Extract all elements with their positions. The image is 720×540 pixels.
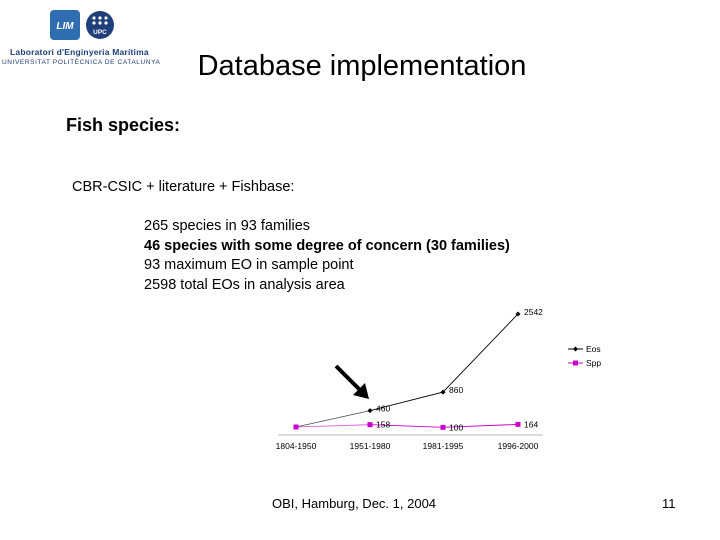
logo-subtitle: UNIVERSITAT POLITÈCNICA DE CATALUNYA — [2, 59, 161, 66]
page-number: 11 — [662, 496, 676, 511]
fact-max-eo: 93 maximum EO in sample point — [144, 257, 354, 273]
x-tick-label: 1804-1950 — [276, 441, 317, 451]
spp-label-2: 100 — [449, 422, 463, 432]
eos-label-3: 2542 — [524, 307, 543, 317]
species-chart: 460 860 2542 158 100 164 1804-1950 1951-1980 198… — [276, 307, 602, 451]
facts-list: 265 species in 93 families 46 species wi… — [144, 217, 510, 295]
eos-point-2 — [440, 389, 446, 395]
upc-mark-dots — [92, 16, 108, 25]
x-tick-label: 1981-1995 — [423, 441, 464, 451]
lim-mark — [50, 10, 80, 40]
x-tick-label: 1996-2000 — [498, 441, 539, 451]
eos-lead-segment — [295, 410, 371, 428]
upc-mark-text: UPC — [93, 29, 107, 36]
eos-point-1 — [367, 408, 373, 414]
legend-marker-spp — [573, 360, 578, 366]
spp-label-1: 158 — [376, 420, 390, 430]
legend-label-spp: Spp — [586, 358, 601, 368]
logo-name: Laboratori d'Enginyeria Marítima — [10, 47, 149, 57]
annotation-arrow-head — [353, 383, 369, 399]
source-line: CBR-CSIC + literature + Fishbase: — [72, 179, 295, 195]
eos-point-3 — [515, 311, 521, 317]
spp-lead-segment — [295, 424, 371, 428]
spp-point-2 — [440, 424, 446, 430]
lim-mark-text: LIM — [56, 21, 74, 32]
eos-label-1: 460 — [376, 404, 390, 414]
fact-concern: 46 species with some degree of concern (… — [144, 237, 510, 254]
x-tick-label: 1951-1980 — [350, 441, 391, 451]
footer-text: OBI, Hamburg, Dec. 1, 2004 — [272, 496, 437, 511]
section-heading: Fish species: — [66, 115, 181, 135]
fact-total-eos: 2598 total EOs in analysis area — [144, 276, 345, 293]
logo-marks: LIM UPC — [50, 10, 114, 40]
logo: LIM UPC Laboratori d'Enginyeria Marítima… — [0, 6, 170, 66]
spp-point-3 — [515, 421, 521, 427]
spp-label-3: 164 — [524, 419, 538, 429]
slide-title: Database implementation — [197, 50, 527, 82]
eos-line — [369, 313, 519, 412]
spp-point-1 — [367, 422, 373, 428]
fact-species: 265 species in 93 families — [144, 218, 311, 234]
eos-label-2: 860 — [449, 385, 463, 395]
spp-point-0 — [293, 424, 299, 430]
legend-marker-eos — [573, 346, 578, 352]
annotation-arrow-shaft — [334, 364, 363, 393]
legend-label-eos: Eos — [586, 344, 601, 354]
